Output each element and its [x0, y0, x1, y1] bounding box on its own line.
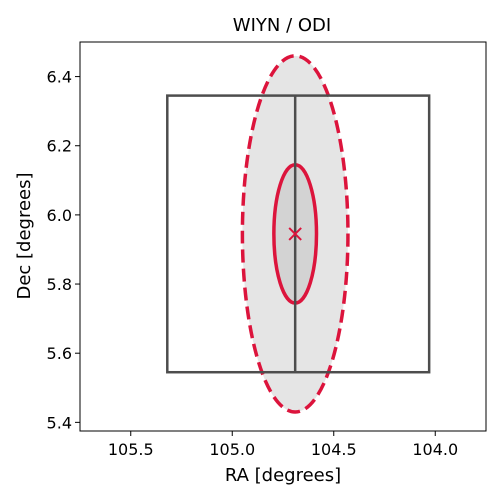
y-axis-label: Dec [degrees] [14, 172, 35, 299]
plot-frame [79, 41, 487, 432]
x-tick-label: 104.0 [412, 440, 458, 459]
y-tick-label: 5.6 [47, 344, 72, 363]
chart-title: WIYN / ODI [233, 15, 331, 36]
footprint-rectangle [166, 94, 431, 374]
axis-ticks: 105.5 105.0 104.5 104.0 5.4 5.6 5.8 6.0 6.2 6.4 [47, 68, 459, 459]
y-tick-label: 5.8 [47, 275, 72, 294]
y-tick-label: 6.2 [47, 137, 72, 156]
x-axis-label: RA [degrees] [225, 465, 341, 486]
y-tick-label: 6.4 [47, 68, 72, 87]
x-tick-label: 105.0 [209, 440, 255, 459]
x-tick-label: 105.5 [108, 440, 154, 459]
y-tick-label: 6.0 [47, 206, 72, 225]
x-tick-label: 104.5 [311, 440, 357, 459]
center-marker-stroke-b [288, 227, 302, 241]
y-tick-label: 5.4 [47, 413, 72, 432]
plot-area [166, 54, 431, 414]
